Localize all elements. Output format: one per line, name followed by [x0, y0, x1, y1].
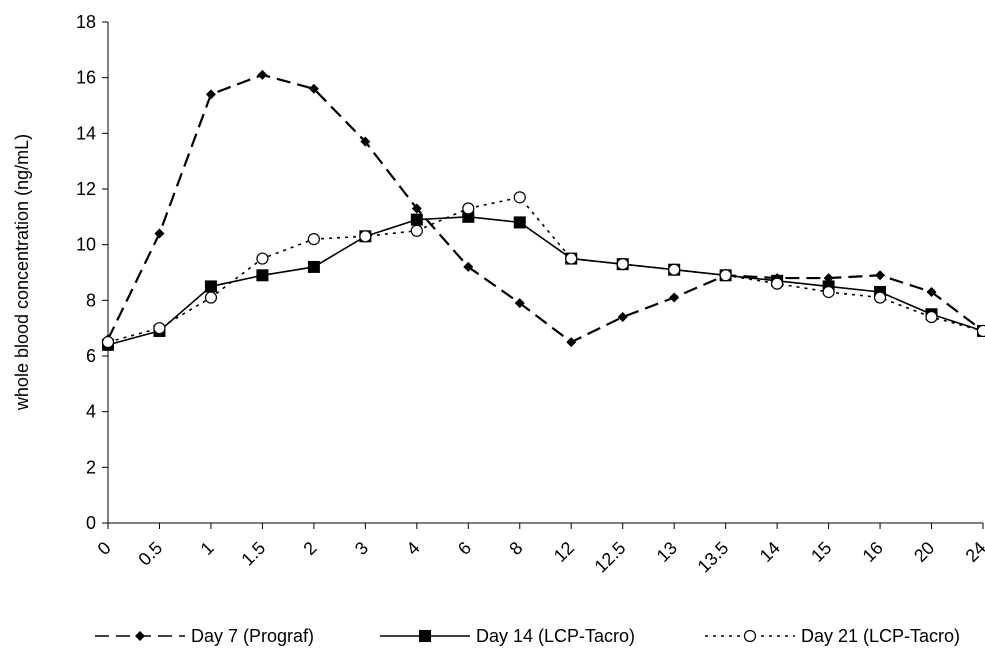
marker [772, 278, 783, 289]
x-tick-label: 15 [807, 538, 835, 566]
y-tick-label: 6 [86, 346, 96, 366]
series-line [108, 217, 983, 345]
x-tick-label: 14 [756, 538, 784, 566]
marker [257, 70, 267, 80]
y-tick-label: 18 [76, 12, 96, 32]
marker [566, 253, 577, 264]
y-tick-label: 12 [76, 179, 96, 199]
marker [926, 312, 937, 323]
marker [566, 337, 576, 347]
x-tick-label: 1.5 [237, 538, 269, 570]
x-tick-label: 16 [859, 538, 887, 566]
y-tick-label: 2 [86, 457, 96, 477]
marker [154, 323, 165, 334]
marker [514, 216, 526, 228]
marker [308, 261, 320, 273]
legend-label: Day 14 (LCP-Tacro) [476, 626, 635, 646]
legend-marker [135, 631, 145, 641]
marker [514, 192, 525, 203]
x-tick-label: 20 [910, 538, 938, 566]
y-axis-label: whole blood concentration (ng/mL) [12, 134, 32, 411]
marker [669, 293, 679, 303]
x-tick-label: 0 [94, 538, 115, 559]
x-tick-label: 13 [653, 538, 681, 566]
legend-marker [419, 630, 431, 642]
marker [257, 253, 268, 264]
marker [720, 270, 731, 281]
x-tick-label: 2 [299, 538, 320, 559]
y-tick-label: 16 [76, 68, 96, 88]
x-tick-label: 24 [962, 538, 985, 566]
marker [360, 231, 371, 242]
marker [978, 325, 985, 336]
legend-label: Day 7 (Prograf) [191, 626, 314, 646]
y-tick-label: 14 [76, 123, 96, 143]
y-tick-label: 10 [76, 235, 96, 255]
marker [463, 203, 474, 214]
x-tick-label: 12.5 [591, 538, 630, 577]
marker [205, 280, 217, 292]
legend-marker [745, 631, 756, 642]
x-tick-label: 0.5 [134, 538, 166, 570]
legend-label: Day 21 (LCP-Tacro) [801, 626, 960, 646]
marker [411, 225, 422, 236]
series-line [108, 197, 983, 342]
marker [154, 229, 164, 239]
marker [256, 269, 268, 281]
marker [617, 259, 628, 270]
y-tick-label: 4 [86, 402, 96, 422]
marker [308, 234, 319, 245]
marker [618, 312, 628, 322]
marker [411, 214, 423, 226]
x-tick-label: 8 [505, 538, 526, 559]
marker [875, 292, 886, 303]
x-tick-label: 4 [402, 538, 423, 559]
x-tick-label: 6 [454, 538, 475, 559]
marker [103, 337, 114, 348]
marker [875, 270, 885, 280]
y-tick-label: 8 [86, 290, 96, 310]
x-tick-label: 3 [351, 538, 372, 559]
marker [205, 292, 216, 303]
series-line [108, 75, 983, 342]
x-tick-label: 1 [197, 538, 218, 559]
x-tick-label: 13.5 [694, 538, 733, 577]
y-tick-label: 0 [86, 513, 96, 533]
marker [206, 89, 216, 99]
marker [823, 286, 834, 297]
x-tick-label: 12 [550, 538, 578, 566]
marker [669, 264, 680, 275]
